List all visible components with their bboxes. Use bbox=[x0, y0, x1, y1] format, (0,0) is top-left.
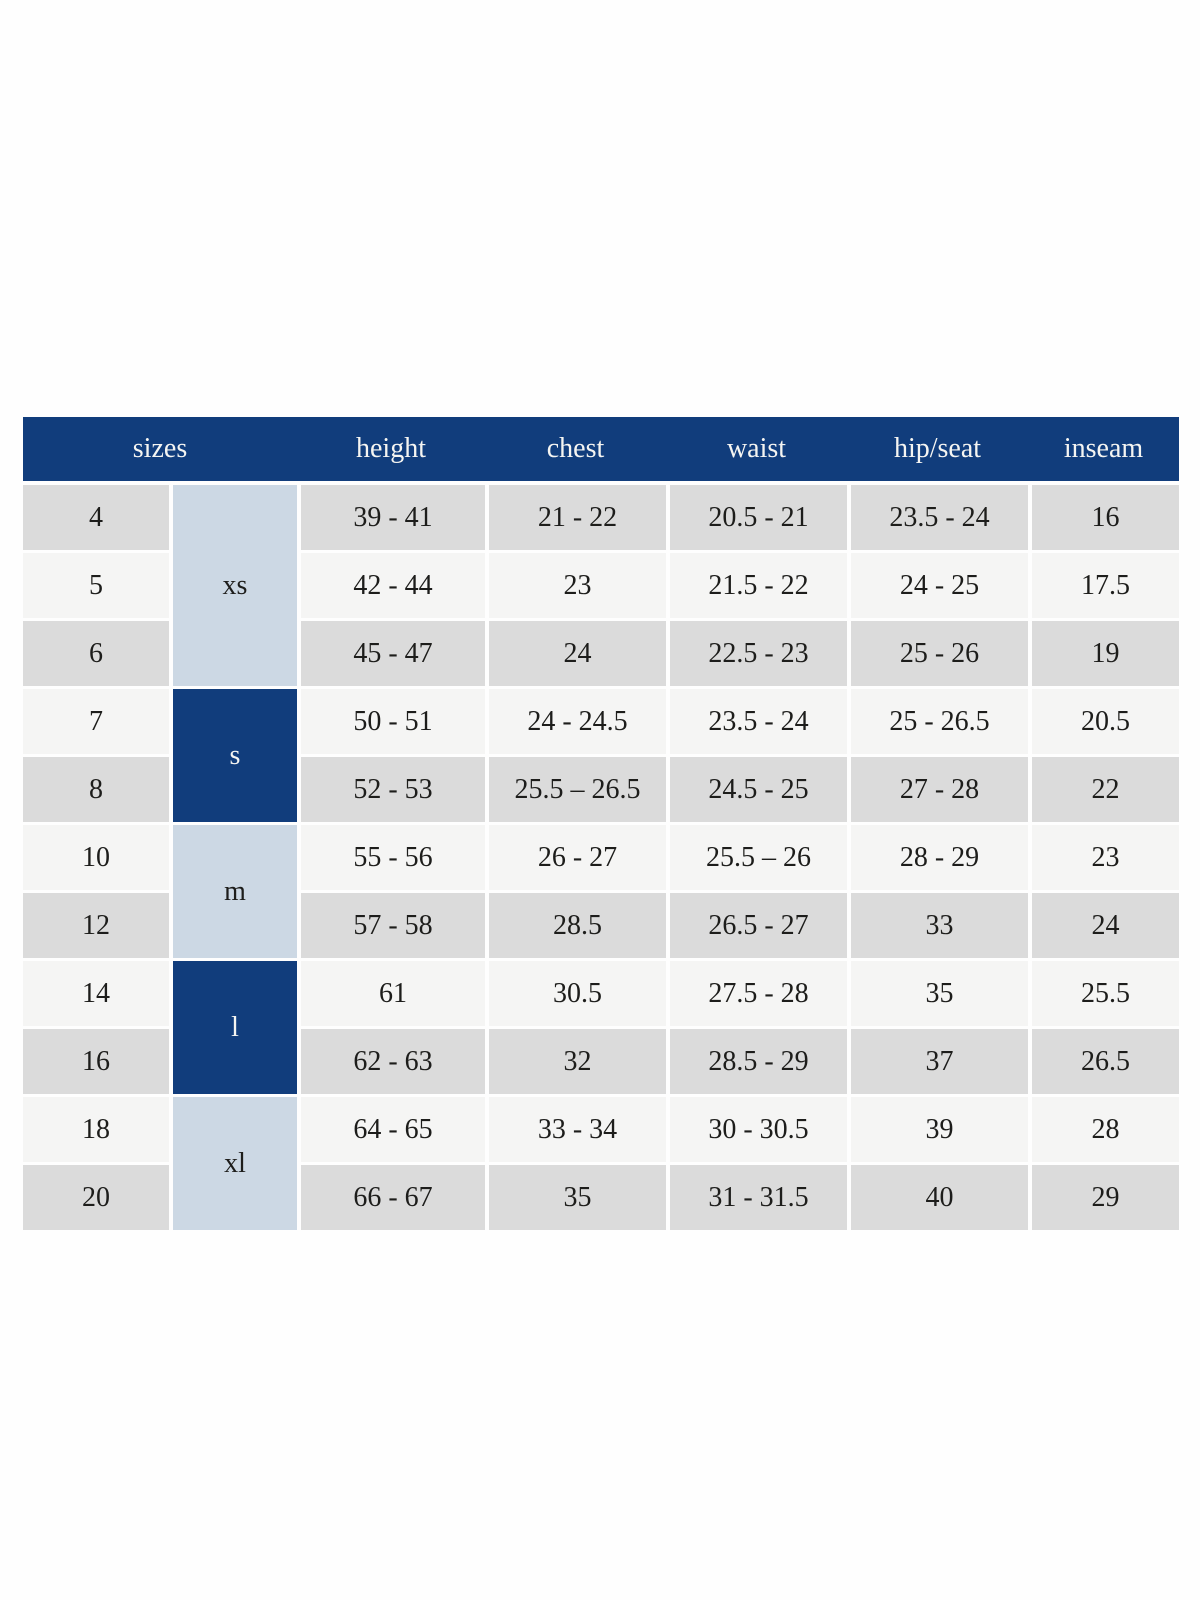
hip-seat-cell: 40 bbox=[851, 1165, 1028, 1230]
chest-cell: 26 - 27 bbox=[489, 825, 666, 890]
inseam-cell: 25.5 bbox=[1032, 961, 1179, 1026]
column-header-sizes: sizes bbox=[132, 433, 188, 464]
hip-seat-cell: 39 bbox=[851, 1097, 1028, 1162]
inseam-cell: 20.5 bbox=[1032, 689, 1179, 754]
table-header-row: sizes height chest waist hip/seat inseam bbox=[23, 417, 1179, 481]
hip-seat-cell: 37 bbox=[851, 1029, 1028, 1094]
height-cell: 50 - 51 bbox=[301, 689, 485, 754]
height-cell: 42 - 44 bbox=[301, 553, 485, 618]
column-header-chest: chest bbox=[546, 433, 605, 464]
waist-cell: 25.5 – 26 bbox=[670, 825, 847, 890]
size-cell: 8 bbox=[23, 757, 169, 822]
size-chart-table: sizes height chest waist hip/seat inseam… bbox=[23, 417, 1179, 1230]
size-cell: 10 bbox=[23, 825, 169, 890]
height-cell: 45 - 47 bbox=[301, 621, 485, 686]
waist-cell: 20.5 - 21 bbox=[670, 485, 847, 550]
chest-cell: 25.5 – 26.5 bbox=[489, 757, 666, 822]
size-cell: 6 bbox=[23, 621, 169, 686]
height-cell: 52 - 53 bbox=[301, 757, 485, 822]
size-cell: 5 bbox=[23, 553, 169, 618]
hip-seat-cell: 23.5 - 24 bbox=[851, 485, 1028, 550]
inseam-cell: 26.5 bbox=[1032, 1029, 1179, 1094]
chest-cell: 33 - 34 bbox=[489, 1097, 666, 1162]
hip-seat-cell: 25 - 26.5 bbox=[851, 689, 1028, 754]
inseam-cell: 17.5 bbox=[1032, 553, 1179, 618]
group-cell-xs: xs bbox=[173, 485, 297, 686]
inseam-cell: 16 bbox=[1032, 485, 1179, 550]
hip-seat-cell: 28 - 29 bbox=[851, 825, 1028, 890]
inseam-cell: 19 bbox=[1032, 621, 1179, 686]
hip-seat-cell: 25 - 26 bbox=[851, 621, 1028, 686]
size-cell: 12 bbox=[23, 893, 169, 958]
column-header-inseam: inseam bbox=[1063, 433, 1144, 464]
size-cell: 4 bbox=[23, 485, 169, 550]
waist-cell: 22.5 - 23 bbox=[670, 621, 847, 686]
waist-cell: 27.5 - 28 bbox=[670, 961, 847, 1026]
height-cell: 61 bbox=[301, 961, 485, 1026]
hip-seat-cell: 35 bbox=[851, 961, 1028, 1026]
chest-cell: 24 - 24.5 bbox=[489, 689, 666, 754]
table-body: 4 xs 39 - 41 21 - 22 20.5 - 21 23.5 - 24… bbox=[23, 485, 1179, 1230]
size-cell: 7 bbox=[23, 689, 169, 754]
hip-seat-cell: 27 - 28 bbox=[851, 757, 1028, 822]
hip-seat-cell: 24 - 25 bbox=[851, 553, 1028, 618]
height-cell: 62 - 63 bbox=[301, 1029, 485, 1094]
group-cell-m: m bbox=[173, 825, 297, 958]
column-header-height: height bbox=[356, 433, 426, 464]
column-header-waist: waist bbox=[726, 433, 787, 464]
waist-cell: 28.5 - 29 bbox=[670, 1029, 847, 1094]
column-header-hip-seat: hip/seat bbox=[893, 433, 982, 464]
height-cell: 55 - 56 bbox=[301, 825, 485, 890]
group-cell-s: s bbox=[173, 689, 297, 822]
size-cell: 14 bbox=[23, 961, 169, 1026]
size-cell: 16 bbox=[23, 1029, 169, 1094]
height-cell: 64 - 65 bbox=[301, 1097, 485, 1162]
chest-cell: 21 - 22 bbox=[489, 485, 666, 550]
waist-cell: 26.5 - 27 bbox=[670, 893, 847, 958]
size-cell: 20 bbox=[23, 1165, 169, 1230]
chest-cell: 23 bbox=[489, 553, 666, 618]
chest-cell: 35 bbox=[489, 1165, 666, 1230]
waist-cell: 31 - 31.5 bbox=[670, 1165, 847, 1230]
chest-cell: 32 bbox=[489, 1029, 666, 1094]
height-cell: 66 - 67 bbox=[301, 1165, 485, 1230]
height-cell: 39 - 41 bbox=[301, 485, 485, 550]
group-cell-l: l bbox=[173, 961, 297, 1094]
waist-cell: 24.5 - 25 bbox=[670, 757, 847, 822]
chest-cell: 30.5 bbox=[489, 961, 666, 1026]
inseam-cell: 29 bbox=[1032, 1165, 1179, 1230]
inseam-cell: 23 bbox=[1032, 825, 1179, 890]
inseam-cell: 22 bbox=[1032, 757, 1179, 822]
waist-cell: 30 - 30.5 bbox=[670, 1097, 847, 1162]
waist-cell: 23.5 - 24 bbox=[670, 689, 847, 754]
waist-cell: 21.5 - 22 bbox=[670, 553, 847, 618]
hip-seat-cell: 33 bbox=[851, 893, 1028, 958]
group-cell-xl: xl bbox=[173, 1097, 297, 1230]
inseam-cell: 24 bbox=[1032, 893, 1179, 958]
chest-cell: 24 bbox=[489, 621, 666, 686]
inseam-cell: 28 bbox=[1032, 1097, 1179, 1162]
size-cell: 18 bbox=[23, 1097, 169, 1162]
chest-cell: 28.5 bbox=[489, 893, 666, 958]
height-cell: 57 - 58 bbox=[301, 893, 485, 958]
